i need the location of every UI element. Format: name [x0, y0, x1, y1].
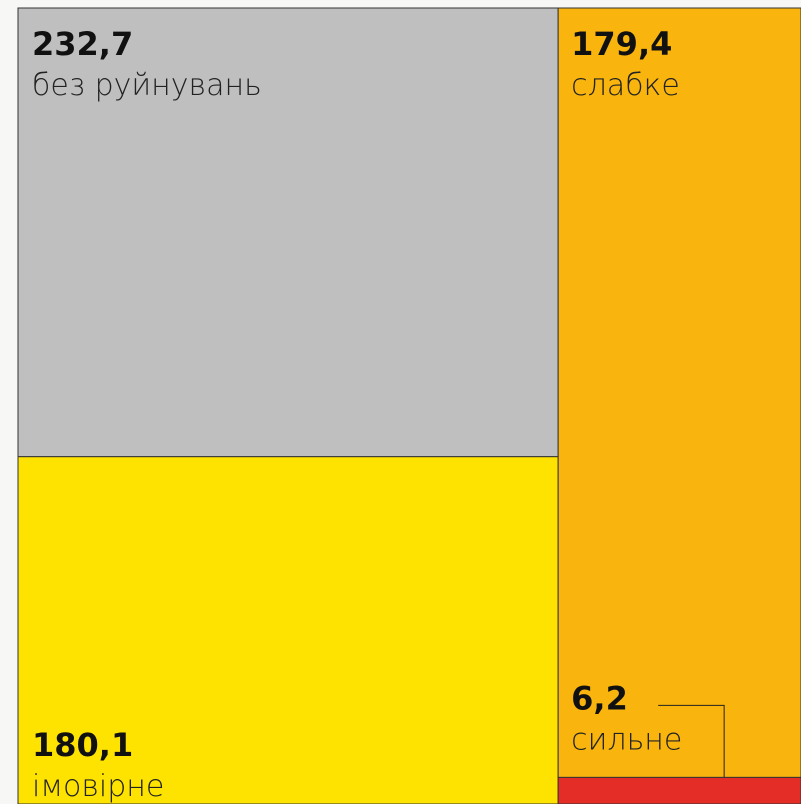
- treemap-cell: [17, 7, 559, 458]
- value-label: 180,1: [32, 726, 133, 764]
- category-label: без руйнувань: [32, 68, 262, 103]
- value-label: 6,2: [571, 679, 628, 717]
- leader-line: [658, 704, 725, 778]
- category-label: сильне: [571, 722, 682, 757]
- category-label: слабке: [571, 68, 680, 103]
- treemap-cell: [557, 7, 801, 778]
- value-label: 179,4: [571, 25, 672, 63]
- value-label: 232,7: [32, 25, 133, 63]
- category-label: імовірне: [32, 769, 164, 804]
- treemap-cell: [17, 456, 559, 804]
- treemap-cell: [557, 776, 801, 804]
